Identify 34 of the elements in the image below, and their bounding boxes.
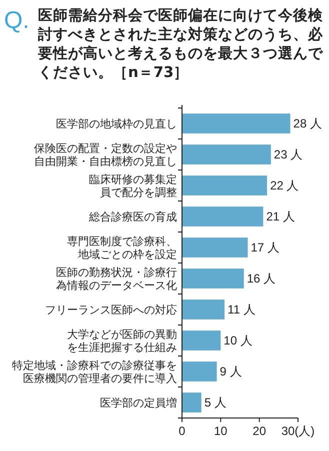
y-tick-label: 専門医制度で診療科、地域ごとの枠を設定 [67,234,177,261]
bar [182,114,290,134]
data-label: 22 人 [270,178,299,193]
y-tick-label: 総合診療医の育成 [88,210,177,224]
data-label: 21 人 [266,210,295,224]
bar [182,176,268,196]
bar [182,238,248,258]
x-tick-label: 10 [214,424,228,438]
y-tick-label: 医師の勤務状況・診療行為情報のデータベース化 [56,266,177,292]
data-label: 23 人 [274,148,303,162]
x-tick-label: 30(人) [281,424,315,438]
data-label: 10 人 [224,334,252,348]
bar [182,144,271,164]
bar [182,392,202,412]
y-tick-label: 保険医の配置・定数の設定や自由開業・自由標榜の見直し [34,142,177,168]
data-label: 17 人 [250,240,280,255]
data-label: 9 人 [220,364,242,379]
bar [182,206,264,226]
bar [182,268,244,288]
y-tick-label: 臨床研修の募集定員で配分を調整 [89,172,177,199]
data-label: 11 人 [228,302,256,317]
bar [182,330,221,350]
x-tick-label: 20 [252,424,266,438]
y-tick-label: 大学などが医師の異動を生涯把握する仕組み [67,328,177,354]
data-label: 16 人 [246,272,276,286]
bar [182,362,217,382]
data-label: 5 人 [204,396,226,410]
x-tick-label: 0 [178,424,186,438]
y-tick-label: 医学部の地域枠の見直し [56,117,177,130]
y-tick-label: 特定地域・診療科での診療従事を医療機関の管理者の要件に導入 [12,358,177,385]
bar [182,300,225,320]
y-tick-label: 医学部の定員増 [100,396,177,410]
data-label: 28 人 [293,116,322,131]
y-tick-label: フリーランス医師への対応 [45,303,177,316]
